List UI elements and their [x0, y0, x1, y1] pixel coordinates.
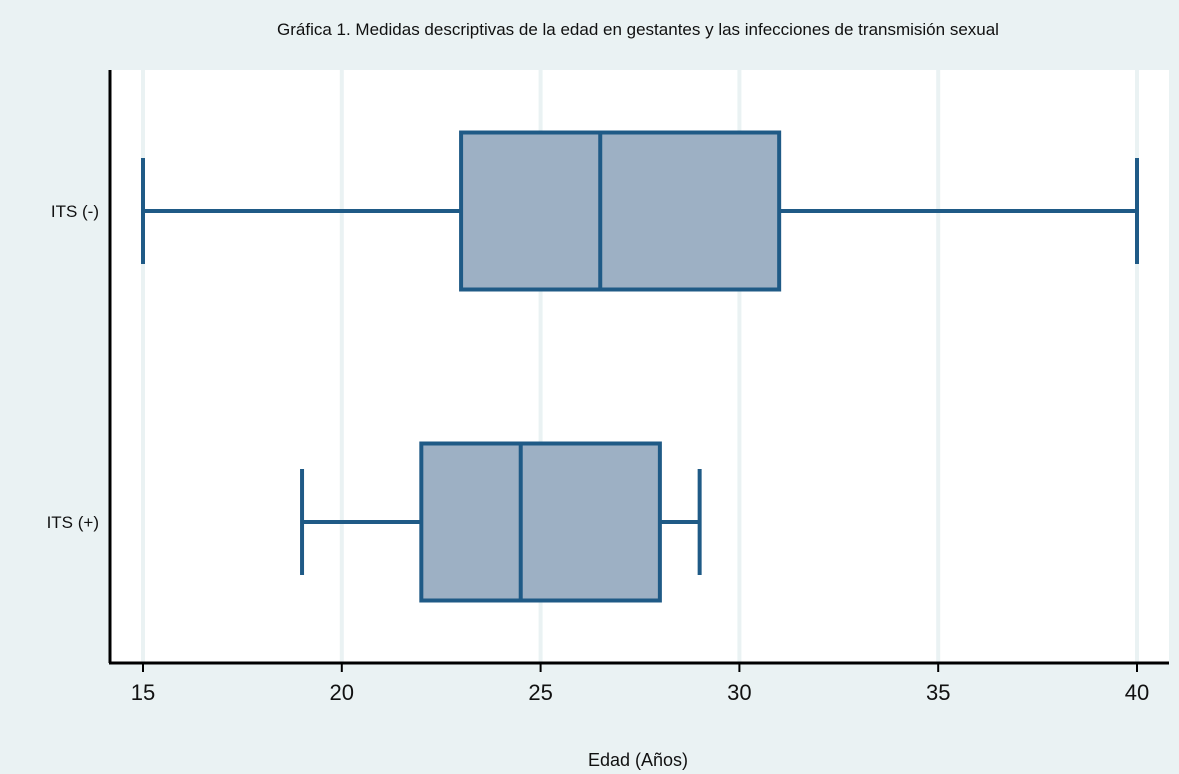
x-tick-label-30: 30: [727, 680, 751, 705]
x-tick-label-15: 15: [131, 680, 155, 705]
x-tick-label-20: 20: [330, 680, 354, 705]
x-tick-label-35: 35: [926, 680, 950, 705]
its-negative-box: [459, 130, 782, 292]
x-tick-label-40: 40: [1125, 680, 1149, 705]
x-axis-title: Edad (Años): [588, 750, 688, 770]
its-positive-box: [419, 441, 662, 603]
category-label-its-negative: ITS (-): [51, 202, 99, 221]
y-axis-categories: ITS (-) ITS (+): [47, 202, 99, 532]
chart-title: Gráfica 1. Medidas descriptivas de la ed…: [277, 20, 999, 39]
x-tick-label-25: 25: [528, 680, 552, 705]
boxes: [141, 130, 1139, 603]
category-label-its-positive: ITS (+): [47, 513, 99, 532]
x-axis-ticks: 15 20 25 30 35 40: [131, 663, 1149, 705]
